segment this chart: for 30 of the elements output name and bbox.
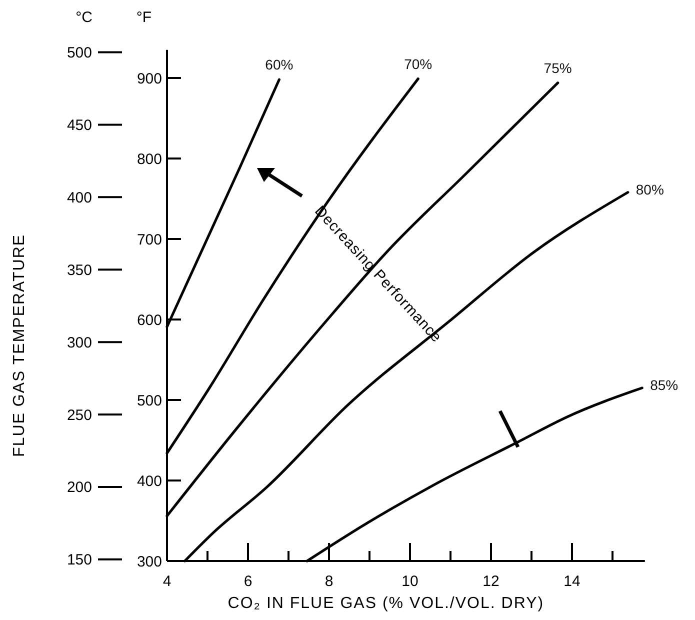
- y-tick-label: 300: [136, 553, 162, 570]
- x-axis-title: CO₂ IN FLUE GAS (% VOL./VOL. DRY): [228, 595, 544, 612]
- x-tick-label: 10: [402, 573, 418, 590]
- y2-tick-label: 500: [66, 44, 92, 62]
- y-tick-label: 900: [136, 70, 162, 88]
- x-tick-label: 12: [482, 573, 500, 590]
- y2-tick-label: 250: [66, 406, 92, 424]
- y-tick-label: 600: [136, 312, 162, 329]
- text: FLUE GAS TEMPERATURE: [11, 234, 28, 457]
- x-tick-label: 14: [564, 573, 580, 590]
- series-label: 75%: [544, 60, 572, 76]
- y-tick-label: 400: [136, 472, 162, 490]
- y2-tick-label: 450: [66, 116, 92, 134]
- series-label: 80%: [636, 181, 664, 198]
- series-label: 60%: [265, 56, 294, 73]
- y2-tick-label: 300: [66, 334, 92, 352]
- x-tick-label: 8: [324, 573, 334, 590]
- y2-tick-label: 150: [66, 552, 92, 569]
- x-tick-label: 4: [162, 573, 172, 590]
- series-label: 85%: [650, 376, 678, 393]
- y2-tick-label: 200: [66, 479, 92, 496]
- y2-tick-label: 350: [66, 262, 92, 279]
- y2-axis-title: °C: [76, 9, 93, 26]
- y2-tick-label: 400: [66, 189, 92, 206]
- y-tick-label: 800: [136, 150, 162, 168]
- series-label: 70%: [404, 56, 432, 72]
- y-axis-title: °F: [136, 9, 152, 26]
- x-tick-label: 6: [244, 573, 252, 590]
- y-tick-label: 500: [136, 392, 162, 410]
- y-tick-label: 700: [136, 231, 162, 248]
